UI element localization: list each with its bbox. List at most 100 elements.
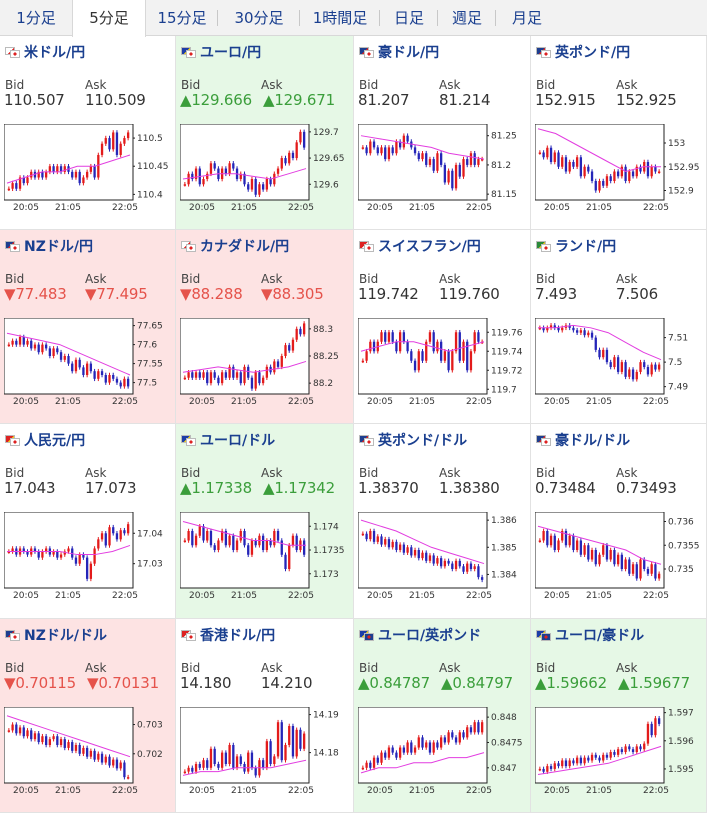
pair-title-link[interactable]: 人民元/円: [5, 431, 85, 449]
rate-card[interactable]: 豪ドル/ドル Bid Ask 0.73484 0.73493 0.736 0.7355 0.7…: [531, 424, 707, 619]
ch-jp-flag-icon: [359, 240, 375, 252]
pair-title-link[interactable]: 英ポンド/ドル: [359, 431, 467, 449]
candle-body: [624, 166, 627, 181]
pair-title-link[interactable]: 豪ドル/円: [359, 43, 439, 61]
ask-label: Ask: [85, 78, 107, 92]
rate-card[interactable]: ランド/円 Bid Ask 7.493 7.506 7.51 7.5 7.49 20:05 21:…: [531, 230, 707, 424]
candle-body: [398, 544, 402, 550]
rate-card[interactable]: 英ポンド/ドル Bid Ask 1.38370 1.38380 1.386 1.385 1.3…: [354, 424, 531, 619]
candle-body: [657, 364, 661, 370]
pair-title-link[interactable]: ユーロ/円: [181, 43, 261, 61]
tab-4[interactable]: 30分足: [234, 9, 284, 27]
candle-body: [417, 737, 420, 748]
candle-body: [104, 533, 107, 546]
bid-value: 17.043: [4, 479, 56, 497]
rate-card[interactable]: NZドル/円 Bid Ask ▼77.483 ▼77.495 77.65 77.6 77.55…: [0, 230, 176, 424]
rate-card[interactable]: 豪ドル/円 Bid Ask 81.207 81.214 81.25 81.2 81.15 20:…: [354, 36, 531, 230]
tab-8[interactable]: 月足: [511, 9, 542, 27]
bid-label: Bid: [359, 661, 379, 675]
candle-body: [217, 377, 220, 384]
candle-body: [443, 560, 447, 567]
rate-card[interactable]: 香港ドル/円 Bid Ask 14.180 14.210 14.19 14.18 20:05 2…: [176, 619, 354, 813]
ask-value: 14.210: [261, 674, 313, 692]
candle-body: [71, 363, 74, 372]
candle-body: [104, 138, 107, 144]
candle-body: [112, 375, 115, 379]
candle-body: [361, 360, 365, 363]
candle-body: [254, 540, 257, 546]
y-tick-label: 7.51: [668, 334, 688, 344]
candle-body: [59, 739, 63, 745]
candle-body: [63, 739, 66, 748]
tab-7[interactable]: 週足: [451, 9, 482, 27]
candle-body: [235, 540, 239, 550]
bid-value: ▲1.17338: [180, 479, 252, 497]
moving-average-line: [182, 360, 307, 373]
pair-title-link[interactable]: NZドル/円: [5, 237, 93, 255]
candle-body: [572, 162, 575, 167]
pair-name: カナダドル/円: [200, 239, 290, 255]
candle-body: [473, 566, 476, 569]
x-tick-label: 22:05: [466, 203, 492, 211]
pair-title-link[interactable]: カナダドル/円: [181, 237, 289, 255]
pair-title-link[interactable]: 香港ドル/円: [181, 626, 275, 644]
x-tick-label: 22:05: [466, 786, 492, 794]
x-tick-label: 21:05: [55, 397, 81, 405]
pair-title-link[interactable]: 豪ドル/ドル: [536, 431, 630, 449]
plot-area: [535, 512, 665, 589]
tab-1[interactable]: 1分足: [16, 9, 56, 27]
candle-body: [115, 759, 119, 769]
candle-body: [372, 141, 376, 148]
price-chart-svg: 1.174 1.1735 1.173 20:05 21:05 22:05: [180, 512, 345, 599]
rate-card[interactable]: スイスフラン/円 Bid Ask 119.742 119.760 119.76 119.74…: [354, 230, 531, 424]
rate-card[interactable]: 人民元/円 Bid Ask 17.043 17.073 17.04 17.03 20:05 21…: [0, 424, 176, 619]
candle-body: [93, 548, 96, 564]
candle-body: [284, 554, 287, 569]
pair-title-link[interactable]: スイスフラン/円: [359, 237, 481, 255]
rate-card[interactable]: ユーロ/ドル Bid Ask ▲1.17338 ▲1.17342 1.174 1.1735 1…: [176, 424, 354, 619]
candle-body: [546, 531, 549, 546]
pair-title-link[interactable]: ユーロ/ドル: [181, 431, 275, 449]
candle-body: [387, 147, 391, 160]
pair-title-link[interactable]: ユーロ/豪ドル: [536, 626, 644, 644]
pair-name: 英ポンド/ドル: [378, 433, 468, 449]
pair-title-link[interactable]: ランド/円: [536, 237, 616, 255]
rate-card[interactable]: NZドル/ドル Bid Ask ▼0.70115 ▼0.70131 0.703 0.702 2…: [0, 619, 176, 813]
candle-body: [650, 166, 653, 177]
candle-body: [557, 327, 560, 331]
tab-2[interactable]: 5分足: [72, 0, 146, 37]
pair-title-link[interactable]: 米ドル/円: [5, 43, 85, 61]
candle-body: [480, 577, 484, 580]
candle-body: [247, 545, 250, 555]
y-tick-label: 129.7: [313, 128, 339, 138]
ask-value: 152.925: [616, 91, 677, 109]
rate-card[interactable]: ユーロ/豪ドル Bid Ask ▲1.59662 ▲1.59677 1.597 1.596 1…: [531, 619, 707, 813]
candle-body: [568, 162, 571, 172]
candle-body: [417, 351, 420, 371]
candle-body: [380, 332, 383, 342]
candle-body: [643, 743, 646, 750]
bid-value: ▲0.84787: [358, 674, 430, 692]
pair-title-link[interactable]: ユーロ/英ポンド: [359, 626, 481, 644]
tab-6[interactable]: 日足: [393, 9, 424, 27]
candle-body: [295, 328, 298, 340]
tab-5[interactable]: 1時間足: [312, 9, 368, 27]
pair-title-link[interactable]: NZドル/ドル: [5, 626, 107, 644]
rate-card[interactable]: ユーロ/英ポンド Bid Ask ▲0.84787 ▲0.84797 0.848 0.847…: [354, 619, 531, 813]
pair-title-link[interactable]: 英ポンド/円: [536, 43, 630, 61]
candle-body: [564, 157, 568, 172]
rate-card[interactable]: 英ポンド/円 Bid Ask 152.915 152.925 153 152.95 152.9…: [531, 36, 707, 230]
candle-body: [202, 372, 205, 378]
candle-body: [549, 147, 553, 162]
rate-card[interactable]: 米ドル/円 Bid Ask 110.507 110.509 110.5 110.45 110.…: [0, 36, 176, 230]
x-tick-label: 20:05: [13, 786, 39, 794]
candle-body: [126, 777, 130, 779]
rate-card[interactable]: ユーロ/円 Bid Ask ▲129.666 ▲129.671 129.7 129.65 12…: [176, 36, 354, 230]
price-chart-svg: 17.04 17.03 20:05 21:05 22:05: [4, 512, 163, 599]
y-tick-label: 0.847: [491, 764, 517, 774]
tab-3[interactable]: 15分足: [157, 9, 207, 27]
y-tick-label: 0.703: [137, 721, 163, 731]
y-tick-label: 0.702: [137, 750, 163, 760]
rate-card[interactable]: カナダドル/円 Bid Ask ▼88.288 ▼88.305 88.3 88.25 88.2…: [176, 230, 354, 424]
candle-body: [295, 729, 298, 757]
